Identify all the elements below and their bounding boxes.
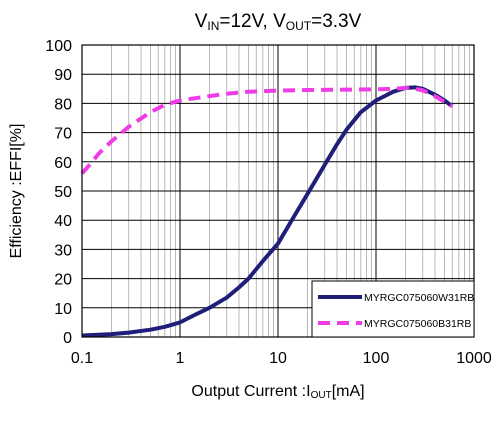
- tick-labels: 0.1 1 10 100 1000 0 10 20 30 40 50 60 70 80 90 100: [45, 38, 492, 367]
- y-tick-label: 20: [54, 272, 72, 289]
- legend-label-2: MYRGC075060B31RB: [364, 318, 471, 330]
- text-run: V: [195, 11, 208, 32]
- legend-box: [311, 280, 475, 338]
- series-line-1: [81, 85, 454, 338]
- y-tick-label: 70: [54, 126, 72, 143]
- x-tick-label: 100: [363, 350, 390, 367]
- x-axis-label: Output Current :IOUT[mA]: [191, 383, 364, 401]
- y-tick-label: 90: [54, 67, 72, 84]
- y-tick-label: 100: [45, 38, 72, 55]
- y-tick-label: 50: [54, 184, 72, 201]
- x-tick-label: 1: [176, 350, 185, 367]
- y-tick-label: 30: [54, 242, 72, 259]
- x-tick-label: 10: [269, 350, 287, 367]
- text-run: =12V, V: [219, 11, 286, 32]
- legend: MYRGC075060W31RB MYRGC075060B31RB: [311, 280, 475, 338]
- x-tick-label: 0.1: [71, 350, 93, 367]
- y-tick-label: 0: [63, 330, 72, 347]
- y-tick-label: 80: [54, 96, 72, 113]
- subscript: OUT: [311, 390, 332, 401]
- y-tick-label: 60: [54, 155, 72, 172]
- chart-title: VIN=12V, VOUT=3.3V: [195, 11, 362, 33]
- plot-frame: [81, 44, 475, 338]
- y-tick-label: 40: [54, 213, 72, 230]
- subscript: IN: [207, 19, 219, 33]
- y-tick-label: 10: [54, 301, 72, 318]
- series-line-2: [80, 85, 454, 175]
- text-run: [mA]: [332, 383, 365, 400]
- x-tick-label: 1000: [456, 350, 492, 367]
- text-run: =3.3V: [311, 11, 362, 32]
- y-axis-label: Efficiency :EFFI[%]: [8, 124, 25, 259]
- text-run: Output Current :I: [191, 383, 310, 400]
- series-lines: [80, 85, 454, 338]
- subscript: OUT: [286, 19, 312, 33]
- legend-label-1: MYRGC075060W31RB: [364, 292, 474, 304]
